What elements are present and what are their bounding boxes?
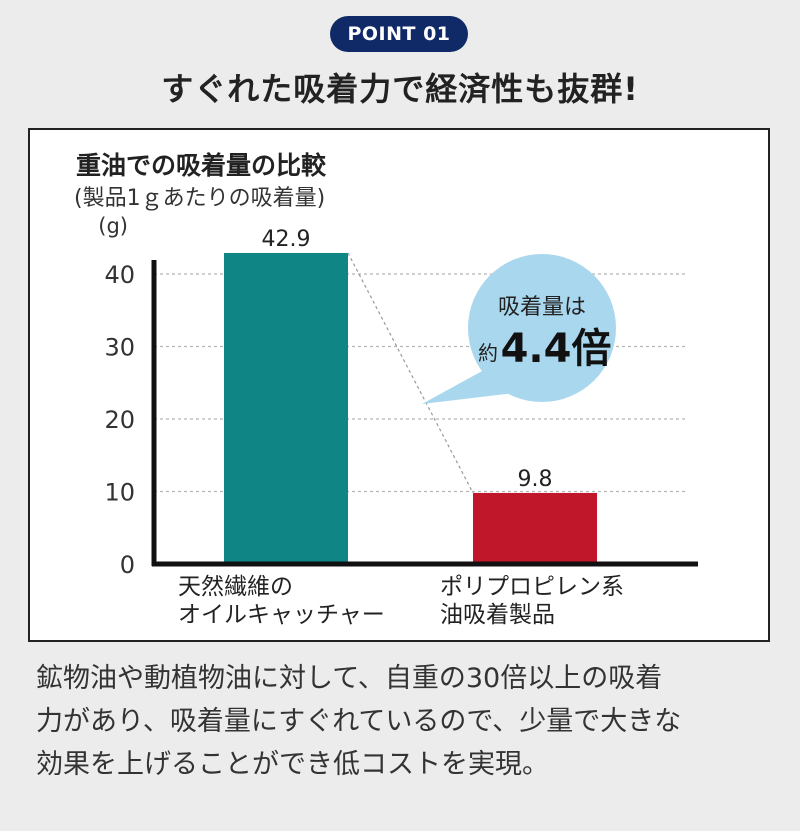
data-label-1: 42.9 xyxy=(262,227,311,252)
data-label-2: 9.8 xyxy=(518,467,553,492)
y-tick-label: 20 xyxy=(104,406,135,434)
point-badge: POINT 01 xyxy=(330,16,468,52)
connector-line xyxy=(347,252,474,494)
y-tick-label: 0 xyxy=(120,551,135,579)
callout-prefix: 約 xyxy=(478,341,498,365)
x-category-label: オイルキャッチャー xyxy=(178,602,385,628)
y-axis-unit: (g) xyxy=(98,214,128,238)
callout-line-1: 吸着量は xyxy=(498,295,586,320)
y-tick-label: 10 xyxy=(104,479,135,507)
callout-bubble xyxy=(468,254,616,402)
chart-panel: 重油での吸着量の比較 (製品1ｇあたりの吸着量) (g) 0 10 20 30 40 42.… xyxy=(28,128,770,642)
y-tick-label: 30 xyxy=(104,334,135,362)
x-category-label: 天然繊維の xyxy=(178,574,293,600)
chart-title: 重油での吸着量の比較 xyxy=(76,151,327,180)
y-tick-label: 40 xyxy=(104,261,135,289)
caption-line-2: 力があり、吸着量にすぐれているので、少量で大きな xyxy=(36,706,682,737)
caption-line-1: 鉱物油や動植物油に対して、自重の30倍以上の吸着 xyxy=(36,663,663,694)
bar-1 xyxy=(224,252,348,564)
headline: すぐれた吸着力で経済性も抜群! xyxy=(161,70,639,108)
caption-line-3: 効果を上げることができ低コストを実現。 xyxy=(36,749,549,780)
bar-2 xyxy=(473,492,597,564)
x-category-label: 油吸着製品 xyxy=(440,602,555,628)
caption: 鉱物油や動植物油に対して、自重の30倍以上の吸着 力があり、吸着量にすぐれている… xyxy=(36,657,776,786)
chart-subtitle: (製品1ｇあたりの吸着量) xyxy=(74,186,326,211)
x-category-label: ポリプロピレン系 xyxy=(440,574,624,600)
callout-value: 4.4倍 xyxy=(501,326,612,372)
